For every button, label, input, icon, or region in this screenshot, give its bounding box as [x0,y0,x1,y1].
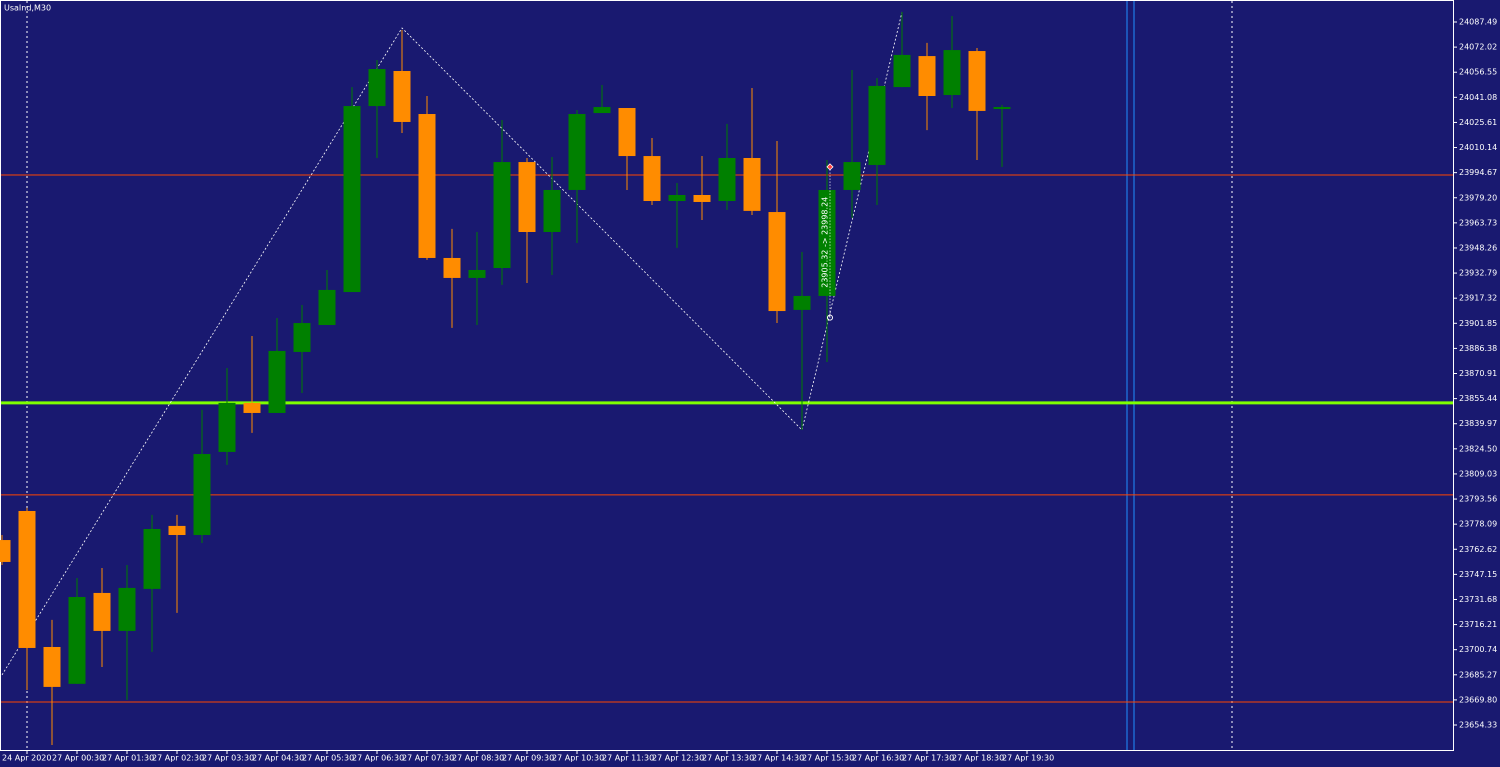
candle-body [668,194,686,202]
x-tick-label: 24 Apr 2020 [2,754,51,763]
y-tick-label: 23778.09 [1459,520,1497,529]
candle-body [68,597,86,684]
candle-body [843,162,861,190]
x-tick-label: 27 Apr 00:30 [52,754,104,763]
y-tick-label: 23654.33 [1459,721,1497,730]
x-tick-label: 27 Apr 18:30 [952,754,1004,763]
candle-body [768,212,786,312]
candle-body [968,51,986,111]
y-tick-label: 24041.08 [1459,93,1497,102]
y-tick-label: 23855.44 [1459,394,1497,403]
candle-body [193,454,211,536]
candle-body [993,107,1011,109]
annotation-to-marker [826,163,834,171]
zigzag-line [1,11,903,676]
candle-body [468,269,486,278]
y-tick-label: 24010.14 [1459,143,1497,152]
x-tick-label: 27 Apr 14:30 [752,754,804,763]
y-tick-label: 23886.38 [1459,344,1497,353]
y-tick-label: 23917.32 [1459,294,1497,303]
x-tick-label: 27 Apr 19:30 [1002,754,1054,763]
candle-body [893,54,911,88]
candle-body [143,529,161,589]
x-tick-label: 27 Apr 08:30 [452,754,504,763]
y-tick-label: 24025.61 [1459,118,1497,127]
y-tick-label: 23669.80 [1459,695,1497,704]
x-tick-label: 27 Apr 13:30 [702,754,754,763]
y-tick-label: 23824.50 [1459,444,1497,453]
candle-body [268,350,286,413]
x-tick-label: 27 Apr 11:30 [602,754,654,763]
candle-body [118,587,136,631]
x-tick-label: 27 Apr 04:30 [252,754,304,763]
annotation-label: 23905.32 -> 23998.24 [821,197,830,288]
candle-body [418,114,436,258]
x-tick-label: 27 Apr 09:30 [502,754,554,763]
candle-body [618,108,636,157]
candle-body [493,162,511,269]
x-tick-label: 27 Apr 12:30 [652,754,704,763]
candle-body [568,114,586,190]
y-tick-label: 23932.79 [1459,269,1497,278]
chart-title: UsaInd,M30 [4,4,51,13]
candle-body [343,106,361,293]
x-tick-label: 27 Apr 03:30 [202,754,254,763]
candle-body [0,540,11,562]
y-tick-label: 23731.68 [1459,595,1497,604]
candle-body [43,646,61,687]
y-tick-label: 23700.74 [1459,645,1497,654]
x-tick-label: 27 Apr 10:30 [552,754,604,763]
candle-body [168,525,186,536]
candle-body [243,402,261,413]
candle-body [793,295,811,310]
candle-body [593,107,611,114]
y-tick-label: 23793.56 [1459,495,1497,504]
candle-body [643,156,661,202]
candle-body [318,289,336,325]
candle-body [693,194,711,202]
x-tick-label: 27 Apr 02:30 [152,754,204,763]
y-tick-label: 24056.55 [1459,68,1497,77]
y-tick-label: 23809.03 [1459,469,1497,478]
candle-body [943,50,961,96]
annotation-from-marker [827,314,833,321]
y-tick-label: 23716.21 [1459,620,1497,629]
y-tick-label: 23762.62 [1459,545,1497,554]
y-tick-label: 24072.02 [1459,43,1497,52]
candle-body [293,323,311,352]
y-tick-label: 23963.73 [1459,218,1497,227]
y-tick-label: 23994.67 [1459,168,1497,177]
candle-body [918,56,936,96]
candle-body [18,510,36,648]
y-tick-label: 23979.20 [1459,193,1497,202]
candle-body [368,69,386,107]
y-tick-label: 24087.49 [1459,18,1497,27]
candle-body [218,402,236,452]
candle-body [93,592,111,631]
x-tick-label: 27 Apr 17:30 [902,754,954,763]
x-tick-label: 27 Apr 06:30 [352,754,404,763]
x-tick-label: 27 Apr 16:30 [852,754,904,763]
y-tick-label: 23901.85 [1459,319,1497,328]
y-tick-label: 23870.91 [1459,369,1497,378]
x-tick-label: 27 Apr 05:30 [302,754,354,763]
x-tick-label: 27 Apr 07:30 [402,754,454,763]
y-tick-label: 23839.97 [1459,419,1497,428]
x-tick-label: 27 Apr 01:30 [102,754,154,763]
candle-body [818,189,836,296]
y-tick-label: 23747.15 [1459,570,1497,579]
plot-frame [0,0,1454,751]
candle-body [443,257,461,278]
candle-body [868,85,886,165]
candle-body [743,157,761,211]
candle-body [543,189,561,233]
y-tick-label: 23685.27 [1459,670,1497,679]
y-tick-label: 23948.26 [1459,243,1497,252]
x-tick-label: 27 Apr 15:30 [802,754,854,763]
candle-body [393,71,411,122]
candle-body [518,162,536,233]
candle-body [718,157,736,202]
